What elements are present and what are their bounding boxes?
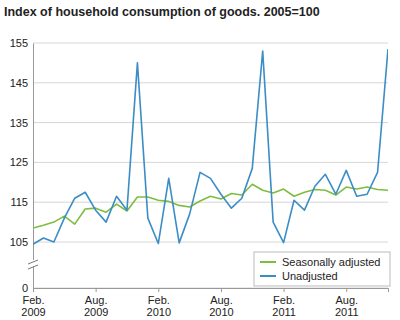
x-tick-mark <box>221 288 222 292</box>
grid <box>33 43 388 288</box>
x-tick-mark <box>96 288 97 292</box>
y-tick-label: 105 <box>10 236 28 248</box>
chart: Index of household consumption of goods.… <box>0 0 400 320</box>
x-tick: Feb.2009 <box>21 288 45 318</box>
series-line <box>33 49 388 244</box>
x-axis: Feb.2009 Aug.2009 Feb.2010 Aug.2010 Feb.2011… <box>21 288 388 318</box>
y-tick: 145 <box>10 77 33 89</box>
x-tick-label: Feb.2010 <box>147 294 171 319</box>
plot: 0105115125135145155Feb.2009Aug.2009Feb.2… <box>10 37 390 318</box>
legend-label: Seasonally adjusted <box>282 256 380 268</box>
grid-line <box>33 202 388 203</box>
y-tick-label: 115 <box>10 196 28 208</box>
x-tick-label: Aug.2009 <box>84 294 108 319</box>
y-axis: 0 105 115 125 135 145 155 <box>10 37 34 294</box>
y-tick: 115 <box>10 196 33 208</box>
x-tick-mark <box>158 288 159 292</box>
x-tick-mark <box>346 288 347 292</box>
y-tick: 125 <box>10 156 33 168</box>
x-axis-line <box>34 289 389 293</box>
axis-break <box>28 265 38 269</box>
x-tick: Feb.2010 <box>147 288 171 318</box>
legend: Seasonally adjusted Unadjusted <box>254 252 390 286</box>
x-tick-label: Aug.2010 <box>209 294 233 319</box>
legend-swatch <box>260 275 276 277</box>
x-tick-mark <box>33 288 34 292</box>
x-tick: Aug.2011 <box>335 288 359 318</box>
x-tick: Aug.2009 <box>84 288 108 318</box>
y-tick: 105 <box>10 236 33 248</box>
legend-box <box>254 252 390 286</box>
title: Index of household consumption of goods.… <box>4 5 320 19</box>
legend-label: Unadjusted <box>282 270 338 282</box>
y-tick-label: 135 <box>10 117 28 129</box>
grid-line <box>33 43 388 44</box>
y-tick-label: 125 <box>10 156 28 168</box>
legend-swatch <box>260 261 276 263</box>
legend-entry: Seasonally adjusted <box>260 256 380 268</box>
y-tick: 0 <box>22 282 33 294</box>
axis-break <box>28 260 38 264</box>
x-tick: Aug.2010 <box>209 288 233 318</box>
y-tick: 155 <box>10 37 33 49</box>
y-tick-label: 145 <box>10 77 28 89</box>
x-tick: Feb.2011 <box>272 288 296 318</box>
x-tick-label: Feb.2011 <box>272 294 296 319</box>
y-tick: 135 <box>10 117 33 129</box>
grid-line <box>33 242 388 243</box>
grid-line <box>33 122 388 123</box>
lines <box>33 49 388 244</box>
x-tick-mark <box>284 288 285 292</box>
legend-entry: Unadjusted <box>260 270 338 282</box>
x-tick-label: Aug.2011 <box>335 294 359 319</box>
grid-line <box>33 162 388 163</box>
grid-line <box>33 82 388 83</box>
y-tick-label: 155 <box>10 37 28 49</box>
y-axis-line <box>33 44 34 289</box>
x-tick-label: Feb.2009 <box>21 294 45 319</box>
y-tick-label: 0 <box>22 282 28 294</box>
